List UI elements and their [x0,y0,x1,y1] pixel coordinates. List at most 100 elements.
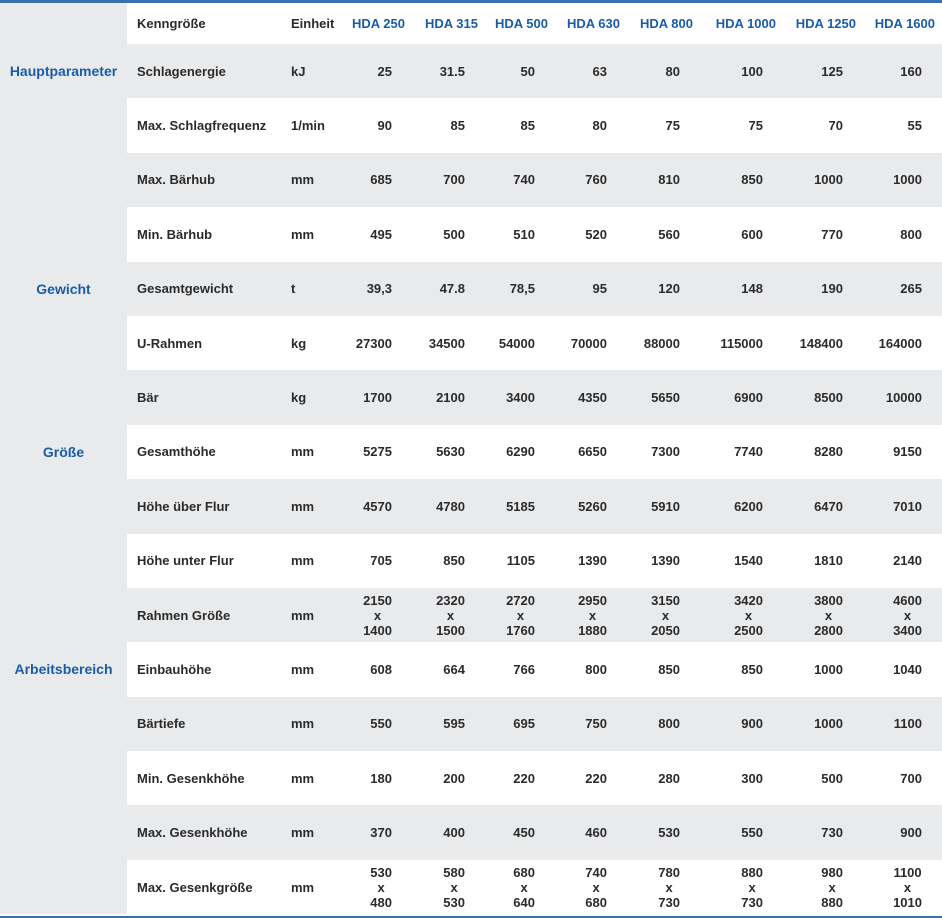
value-text: 6900 [734,390,763,406]
value-cell: 450 [485,805,555,860]
value-text: 47.8 [439,281,465,297]
value-text: 80 [592,118,607,134]
value-cell: 460 [555,805,627,860]
value-cell: 3150 x 2050 [627,587,700,643]
value-cell: 695 [485,696,555,752]
value-text: 2150 x 1400 [363,592,392,638]
value-text: 880 x 730 [741,864,763,910]
value-cell: 39,3 [340,261,412,316]
value-cell: 1810 [783,533,863,588]
table-row: U-Rahmen kg 27300 34500 54000 70000 88000 11500… [0,315,942,371]
value-cell: 1000 [783,696,863,752]
value-cell: 4600 x 3400 [863,587,942,643]
value-text: 1105 [506,553,535,569]
category-label [0,751,127,806]
parameter-name: Max. Schlagfrequenz [127,98,285,153]
value-cell: 85 [412,98,485,153]
value-text: 900 [900,825,922,841]
value-cell: 370 [340,805,412,860]
value-text: 5630 [436,444,465,460]
value-cell: 740 [485,152,555,208]
value-cell: 1000 [863,152,942,208]
category-label: Arbeitsbereich [0,642,127,697]
table-row: Bär kg 1700 2100 3400 4350 5650 6900 8500 10000 [0,370,942,425]
value-cell: 75 [627,98,700,153]
value-cell: 160 [863,44,942,99]
value-cell: 550 [700,805,783,860]
value-text: 115000 [720,335,763,351]
value-text: 530 [658,825,680,841]
value-cell: 31.5 [412,44,485,99]
parameter-unit: mm [285,642,340,697]
value-cell: 750 [555,696,627,752]
value-cell: 125 [783,44,863,99]
header-model-hda-1600: HDA 1600 [874,16,935,31]
value-text: 80 [665,63,680,79]
category-label: Größe [0,424,127,480]
value-cell: 400 [412,805,485,860]
parameter-name: Max. Bärhub [127,152,285,208]
value-cell: 10000 [863,370,942,425]
parameter-name: Max. Gesenkhöhe [127,805,285,860]
value-text: 740 [513,172,535,188]
parameter-name: Gesamtgewicht [127,261,285,316]
value-text: 780 x 730 [658,864,680,910]
value-cell: 265 [863,261,942,316]
value-cell: 190 [783,261,863,316]
parameter-unit: kg [285,315,340,371]
parameter-name: Schlagenergie [127,44,285,99]
parameter-unit: mm [285,587,340,643]
value-text: 2100 [436,390,465,406]
value-cell: 5910 [627,479,700,534]
value-text: 9150 [893,444,922,460]
value-cell: 7300 [627,424,700,480]
category-label [0,587,127,643]
value-text: 10000 [885,390,922,406]
value-cell: 520 [555,207,627,262]
category-label [0,152,127,208]
value-cell: 25 [340,44,412,99]
parameter-name: Bär [127,370,285,425]
value-text: 760 [585,172,607,188]
value-cell: 95 [555,261,627,316]
value-cell: 4570 [340,479,412,534]
table-row: Arbeitsbereich Einbauhöhe mm 608 664 766 800 85… [0,642,942,697]
category-label [0,696,127,752]
value-text: 7300 [651,444,680,460]
value-text: 1100 x 1010 [893,864,922,910]
value-cell: 70 [783,98,863,153]
parameter-name: Höhe über Flur [127,479,285,534]
value-cell: 500 [783,751,863,806]
value-cell: 810 [627,152,700,208]
value-text: 78,5 [509,281,535,297]
value-text: 520 [585,226,607,242]
value-cell: 1040 [863,642,942,697]
value-text: 54000 [498,335,535,351]
category-label: Gewicht [0,261,127,316]
value-text: 2320 x 1500 [436,592,465,638]
category-label [0,479,127,534]
value-cell: 50 [485,44,555,99]
parameter-unit: 1/min [285,98,340,153]
value-text: 1810 [814,553,843,569]
parameter-unit: mm [285,424,340,480]
parameter-name: Rahmen Größe [127,587,285,643]
value-cell: 6900 [700,370,783,425]
parameter-unit: t [285,261,340,316]
value-text: 705 [370,553,392,569]
value-text: 700 [443,172,465,188]
table-row: Max. Gesenkhöhe mm 370 400 450 460 530 550 730 90… [0,805,942,860]
value-cell: 7010 [863,479,942,534]
value-text: 8280 [814,444,843,460]
value-text: 3400 [506,390,535,406]
value-text: 200 [443,770,465,786]
value-cell: 1100 [863,696,942,752]
value-text: 800 [658,716,680,732]
header-model-hda-250: HDA 250 [352,16,405,31]
value-text: 6470 [814,498,843,514]
value-text: 1390 [651,553,680,569]
header-model-hda-1000: HDA 1000 [715,16,776,31]
value-cell: 75 [700,98,783,153]
value-text: 850 [658,661,680,677]
value-text: 220 [585,770,607,786]
